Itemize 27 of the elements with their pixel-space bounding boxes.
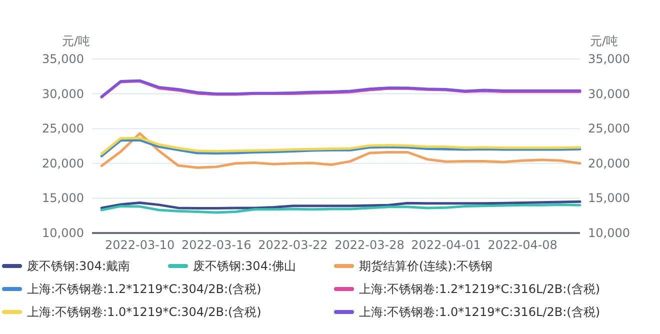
legend-label: 上海:不锈钢卷:1.2*1219*C:304/2B:(含税) xyxy=(27,282,262,296)
x-tick-label: 2022-04-08 xyxy=(488,238,558,252)
y-axis-title: 元/吨 xyxy=(62,34,90,48)
y2-axis-title: 元/吨 xyxy=(590,34,618,48)
legend-label: 期货结算价(连续):不锈钢 xyxy=(359,259,492,273)
y2-tick-label: 10,000 xyxy=(588,226,630,240)
y2-tick-label: 25,000 xyxy=(588,122,630,136)
x-tick-label: 2022-03-22 xyxy=(258,238,328,252)
y2-tick-label: 20,000 xyxy=(588,156,630,170)
legend-label: 废不锈钢:304:戴南 xyxy=(27,259,130,273)
legend-label: 废不锈钢:304:佛山 xyxy=(193,259,296,273)
y2-tick-label: 15,000 xyxy=(588,191,630,206)
x-tick-label: 2022-04-01 xyxy=(411,238,481,252)
legend-label: 上海:不锈钢卷:1.0*1219*C:304/2B:(含税) xyxy=(27,305,262,319)
x-tick-label: 2022-03-28 xyxy=(334,238,404,252)
x-tick-label: 2022-03-16 xyxy=(182,238,252,252)
x-tick-label: 2022-03-10 xyxy=(104,238,175,252)
legend-label: 上海:不锈钢卷:1.2*1219*C:316L/2B:(含税) xyxy=(359,282,600,296)
y-tick-label: 10,000 xyxy=(42,226,84,240)
y-tick-label: 35,000 xyxy=(42,52,84,66)
y-tick-label: 15,000 xyxy=(42,191,84,206)
legend-label: 上海:不锈钢卷:1.0*1219*C:316L/2B:(含税) xyxy=(359,305,600,319)
y-tick-label: 20,000 xyxy=(42,156,84,170)
y-tick-label: 25,000 xyxy=(42,122,84,136)
y2-tick-label: 35,000 xyxy=(588,52,630,66)
y-tick-label: 30,000 xyxy=(42,86,84,101)
y2-tick-label: 30,000 xyxy=(588,86,630,101)
